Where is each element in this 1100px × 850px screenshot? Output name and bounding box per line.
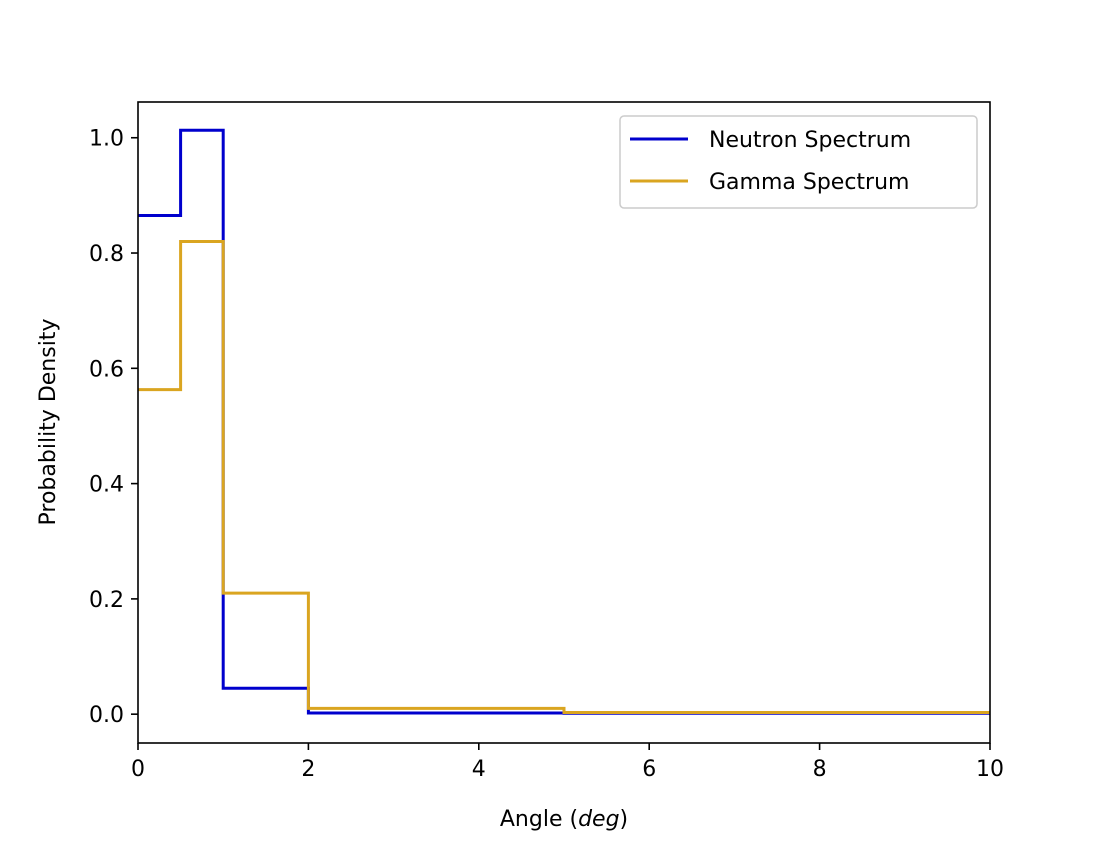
axes-frame <box>137 101 991 744</box>
legend-label-neutron: Neutron Spectrum <box>709 128 911 153</box>
y-tick-label: 0.0 <box>89 703 124 728</box>
series-layer <box>138 128 990 715</box>
legend-frame <box>619 115 978 209</box>
x-tick-label: 2 <box>301 757 315 782</box>
y-axis-label: Probability Density <box>36 319 61 526</box>
y-axis-ticks: 0.0 0.2 0.4 0.6 0.8 1.0 <box>89 127 138 728</box>
y-tick-label: 1.0 <box>89 127 124 152</box>
x-tick-label: 0 <box>131 757 145 782</box>
x-axis-ticks: 0 2 4 6 8 10 <box>131 743 1004 782</box>
x-tick-label: 6 <box>642 757 656 782</box>
y-tick-label: 0.2 <box>89 588 124 613</box>
x-tick-label: 8 <box>813 757 827 782</box>
legend-label-gamma: Gamma Spectrum <box>709 170 909 195</box>
y-tick-label: 0.4 <box>89 473 124 498</box>
y-tick-label: 0.6 <box>89 357 124 382</box>
x-tick-label: 4 <box>472 757 486 782</box>
y-tick-label: 0.8 <box>89 242 124 267</box>
x-axis-label: Angle (deg) <box>500 807 628 832</box>
legend: Neutron Spectrum Gamma Spectrum <box>619 115 978 209</box>
series-line-gamma <box>138 239 990 714</box>
series-line-neutron <box>138 128 990 715</box>
x-tick-label: 10 <box>976 757 1004 782</box>
